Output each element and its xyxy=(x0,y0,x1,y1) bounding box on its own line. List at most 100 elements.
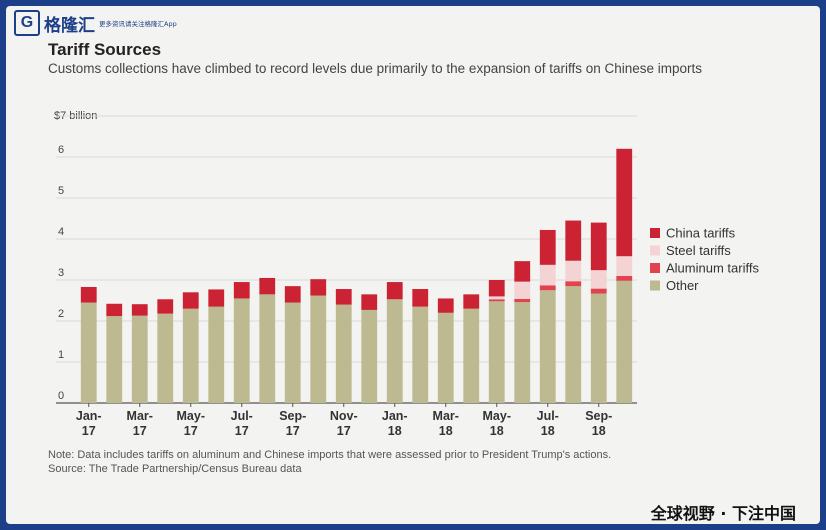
bar-other xyxy=(590,293,607,403)
logo-name: 格隆汇 xyxy=(44,15,95,36)
x-tick-label-year: 17 xyxy=(82,424,96,438)
bar-china-tariffs xyxy=(259,277,276,295)
y-tick-label: 0 xyxy=(58,390,64,402)
bar-china-tariffs xyxy=(335,289,352,305)
legend: China tariffs Steel tariffs Aluminum tarif… xyxy=(650,226,759,293)
x-tick-label-year: 17 xyxy=(286,424,300,438)
bar-other xyxy=(335,304,352,403)
bar-china-tariffs xyxy=(157,299,174,314)
bar-china-tariffs xyxy=(131,304,148,316)
x-axis: Jan-17Mar-17May-17Jul-17Sep-17Nov-17Jan-… xyxy=(76,403,612,438)
bar-steel-tariffs xyxy=(590,270,607,289)
legend-label: Aluminum tariffs xyxy=(666,261,759,276)
x-tick-label-year: 17 xyxy=(133,424,147,438)
bar-other xyxy=(463,308,480,403)
bar-steel-tariffs xyxy=(514,281,531,299)
x-tick-label-month: Sep- xyxy=(585,409,612,423)
bar-aluminum-tariffs xyxy=(565,281,582,287)
bar-other xyxy=(361,309,378,403)
bar-china-tariffs xyxy=(539,229,556,265)
y-tick-label: 3 xyxy=(58,267,64,279)
bar-other xyxy=(208,306,225,403)
legend-label: China tariffs xyxy=(666,226,736,241)
x-tick-label-month: Mar- xyxy=(433,409,459,423)
y-tick-label: 6 xyxy=(58,144,64,156)
legend-swatch xyxy=(650,280,660,291)
bar-other xyxy=(259,294,276,403)
y-tick-label: 4 xyxy=(58,226,64,238)
y-tick-label: 1 xyxy=(58,349,64,361)
bar-steel-tariffs xyxy=(565,260,582,282)
bar-china-tariffs xyxy=(106,303,123,317)
bar-other xyxy=(412,306,429,403)
bar-china-tariffs xyxy=(310,279,327,296)
bar-other xyxy=(284,302,301,403)
bar-aluminum-tariffs xyxy=(488,299,505,302)
bar-china-tariffs xyxy=(361,294,378,310)
footer-slogan: 全球视野 · 下注中国 xyxy=(650,504,796,523)
bar-other xyxy=(488,301,505,403)
bar-china-tariffs xyxy=(565,220,582,261)
bar-china-tariffs xyxy=(386,282,403,300)
legend-swatch xyxy=(650,228,660,238)
legend-swatch xyxy=(650,263,660,273)
legend-swatch xyxy=(650,245,660,256)
x-tick-label-month: May- xyxy=(177,409,205,423)
brand-logo: G 格隆汇 更多资讯请关注格隆汇App xyxy=(14,10,177,36)
bar-china-tariffs xyxy=(208,289,225,307)
chart-frame: G 格隆汇 更多资讯请关注格隆汇App xyxy=(6,6,820,524)
bar-steel-tariffs xyxy=(539,264,556,286)
bar-steel-tariffs xyxy=(488,296,505,300)
bar-china-tariffs xyxy=(80,286,97,303)
bar-china-tariffs xyxy=(463,294,480,309)
bar-other xyxy=(182,308,199,403)
bar-aluminum-tariffs xyxy=(539,285,556,291)
x-tick-label-month: Sep- xyxy=(279,409,306,423)
x-tick-label-month: Nov- xyxy=(330,409,358,423)
x-tick-label-year: 17 xyxy=(337,424,351,438)
bar-other xyxy=(233,298,250,403)
bar-other xyxy=(514,302,531,403)
bar-china-tariffs xyxy=(488,280,505,297)
bar-other xyxy=(310,295,327,403)
x-tick-label-year: 18 xyxy=(490,424,504,438)
bar-other xyxy=(565,286,582,403)
x-tick-label-month: Jul- xyxy=(537,409,559,423)
chart-source: Source: The Trade Partnership/Census Bur… xyxy=(48,463,302,475)
bar-china-tariffs xyxy=(616,148,633,257)
bar-china-tariffs xyxy=(412,289,429,307)
x-tick-label-month: Mar- xyxy=(127,409,153,423)
x-tick-label-month: Jan- xyxy=(76,409,102,423)
bar-other xyxy=(106,316,123,403)
bar-other xyxy=(131,315,148,403)
x-tick-label-month: May- xyxy=(483,409,511,423)
logo-mark-icon: G xyxy=(14,10,40,36)
bar-steel-tariffs xyxy=(616,256,633,276)
y-tick-label: 2 xyxy=(58,308,64,320)
bar-other xyxy=(616,280,633,403)
bar-other xyxy=(437,312,454,403)
bar-china-tariffs xyxy=(284,286,301,303)
bar-other xyxy=(80,302,97,403)
bar-china-tariffs xyxy=(590,222,607,271)
bar-aluminum-tariffs xyxy=(590,288,607,294)
x-tick-label-year: 18 xyxy=(541,424,555,438)
x-tick-label-year: 18 xyxy=(388,424,402,438)
chart-subtitle: Customs collections have climbed to reco… xyxy=(48,61,703,76)
bar-other xyxy=(386,299,403,403)
chart-title: Tariff Sources xyxy=(48,40,162,59)
legend-label: Other xyxy=(666,278,699,293)
bar-china-tariffs xyxy=(514,261,531,282)
x-tick-label-year: 17 xyxy=(235,424,249,438)
bar-aluminum-tariffs xyxy=(514,298,531,303)
bar-aluminum-tariffs xyxy=(616,275,633,281)
bar-other xyxy=(157,313,174,403)
legend-label: Steel tariffs xyxy=(666,243,731,258)
bar-china-tariffs xyxy=(233,282,250,299)
bar-stacks xyxy=(80,148,633,403)
y-tick-label: 5 xyxy=(58,185,64,197)
x-tick-label-year: 17 xyxy=(184,424,198,438)
x-tick-label-year: 18 xyxy=(439,424,453,438)
bar-china-tariffs xyxy=(437,298,454,313)
